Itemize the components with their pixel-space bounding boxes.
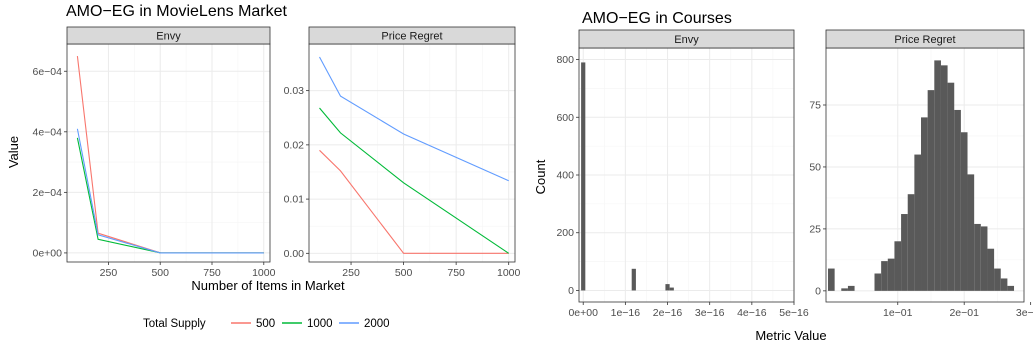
histogram-bar: [665, 284, 670, 291]
histogram-bar: [887, 258, 895, 291]
y-tick-label: 2e−04: [33, 187, 63, 199]
histogram-bar: [1007, 285, 1015, 291]
x-tick-label: 250: [100, 267, 118, 279]
histogram-bar: [934, 60, 941, 291]
courses-price-regret-strip-label: Price Regret: [894, 34, 955, 46]
movielens-chart: AMO−EG in MovieLens Market Number of Ite…: [6, 3, 390, 330]
histogram-bar: [841, 288, 848, 291]
movielens-envy-strip: [66, 26, 271, 45]
courses-envy-strip-label: Envy: [674, 34, 699, 46]
x-tick-label: 750: [203, 267, 221, 279]
y-tick-label: 800: [556, 54, 574, 66]
x-tick-label: 2e−16: [653, 307, 683, 319]
series-line-500: [319, 149, 509, 254]
series-line-500: [76, 56, 264, 254]
x-tick-label: 1e−01: [883, 307, 913, 319]
histogram-bar: [914, 154, 922, 291]
y-tick-label: 0: [568, 285, 574, 297]
y-tick-label: 0.02: [284, 139, 305, 151]
histogram-bar: [1000, 278, 1008, 291]
x-tick-label: 500: [151, 267, 169, 279]
movielens-envy-panel: 250 500 750 1000 0e+00 2e−04 4e−04 6e−04 Envy: [33, 26, 276, 279]
movielens-x-axis-title: Number of Items in Market: [191, 278, 345, 293]
histogram-bar: [927, 90, 935, 291]
courses-price-regret-panel: 1e−01 2e−01 3e−01 0 25 50 75 Price Regret: [809, 29, 1033, 319]
y-tick-label: 4e−04: [33, 126, 63, 138]
histogram-bar: [987, 248, 995, 291]
legend-title: Total Supply: [143, 318, 206, 330]
y-tick-label: 600: [556, 112, 574, 124]
histogram-bar: [921, 117, 928, 291]
x-tick-label: 1000: [252, 267, 276, 279]
legend-label-500: 500: [256, 318, 275, 330]
y-tick-label: 0.01: [284, 194, 305, 206]
histogram-bar: [827, 268, 835, 291]
x-tick-label: 5e−16: [779, 307, 809, 319]
histogram-bar: [874, 273, 882, 291]
legend-label-2000: 2000: [364, 318, 390, 330]
courses-envy-panel: 0e+00 1e−16 2e−16 3e−16 4e−16 5e−16 0 200 400 600…: [556, 29, 809, 319]
x-tick-label: 0e+00: [568, 307, 598, 319]
y-tick-label: 400: [556, 170, 574, 182]
movielens-price-regret-strip: [308, 26, 516, 45]
y-tick-label: 75: [809, 99, 821, 111]
courses-price-regret-strip: [825, 29, 1025, 49]
courses-envy-strip: [578, 29, 795, 49]
movielens-legend: Total Supply 500 1000 2000: [143, 318, 390, 330]
y-tick-label: 0.00: [284, 248, 305, 260]
histogram-bar: [967, 174, 975, 291]
histogram-bar: [940, 65, 948, 291]
movielens-y-axis-title: Value: [6, 136, 21, 168]
histogram-bar: [980, 226, 988, 291]
histogram-bar: [907, 194, 915, 291]
y-tick-label: 0: [815, 285, 821, 297]
courses-x-axis-title: Metric Value: [755, 328, 826, 343]
y-tick-label: 6e−04: [33, 66, 63, 78]
histogram-bar: [954, 109, 961, 291]
histogram-bar: [847, 285, 855, 291]
legend-label-1000: 1000: [307, 318, 333, 330]
courses-chart-title: AMO−EG in Courses: [582, 10, 732, 27]
histogram-bar: [947, 82, 955, 291]
x-tick-label: 500: [395, 267, 413, 279]
histogram-bar: [894, 241, 902, 291]
series-line-2000: [76, 128, 264, 254]
movielens-price-regret-strip-label: Price Regret: [381, 31, 442, 43]
x-tick-label: 1e−16: [611, 307, 641, 319]
histogram-bar: [631, 268, 636, 291]
histogram-bar: [994, 268, 1001, 291]
movielens-chart-title: AMO−EG in MovieLens Market: [66, 3, 288, 20]
histogram-bar: [581, 62, 586, 291]
histogram-bar: [974, 223, 981, 291]
chart-panels: 250 500 750 10000e+002e−044e−046e−04Envy250…: [33, 26, 1033, 319]
x-tick-label: 1000: [497, 267, 521, 279]
histogram-bar: [901, 214, 908, 291]
histogram-bar: [881, 261, 888, 291]
series-line-2000: [319, 56, 509, 182]
y-tick-label: 50: [809, 161, 821, 173]
x-tick-label: 3e−16: [695, 307, 725, 319]
movielens-price-regret-panel: 250 500 750 1000 0.00 0.01 0.02 0.03 Price Regre…: [284, 26, 521, 279]
series-line-1000: [319, 107, 510, 254]
histogram-bar: [669, 287, 674, 291]
y-tick-label: 200: [556, 227, 574, 239]
x-tick-label: 750: [447, 267, 465, 279]
x-tick-label: 4e−16: [737, 307, 767, 319]
courses-y-axis-title: Count: [533, 159, 548, 194]
y-tick-label: 0e+00: [33, 247, 63, 259]
x-tick-label: 3e−01: [1016, 307, 1033, 319]
movielens-price-regret-border: [308, 43, 516, 263]
x-tick-label: 2e−01: [949, 307, 979, 319]
courses-chart: AMO−EG in Courses Metric Value Count: [533, 10, 827, 343]
y-tick-label: 25: [809, 223, 821, 235]
histogram-bar: [960, 132, 968, 291]
y-tick-label: 0.03: [284, 85, 305, 97]
movielens-envy-strip-label: Envy: [156, 31, 181, 43]
x-tick-label: 250: [342, 267, 360, 279]
